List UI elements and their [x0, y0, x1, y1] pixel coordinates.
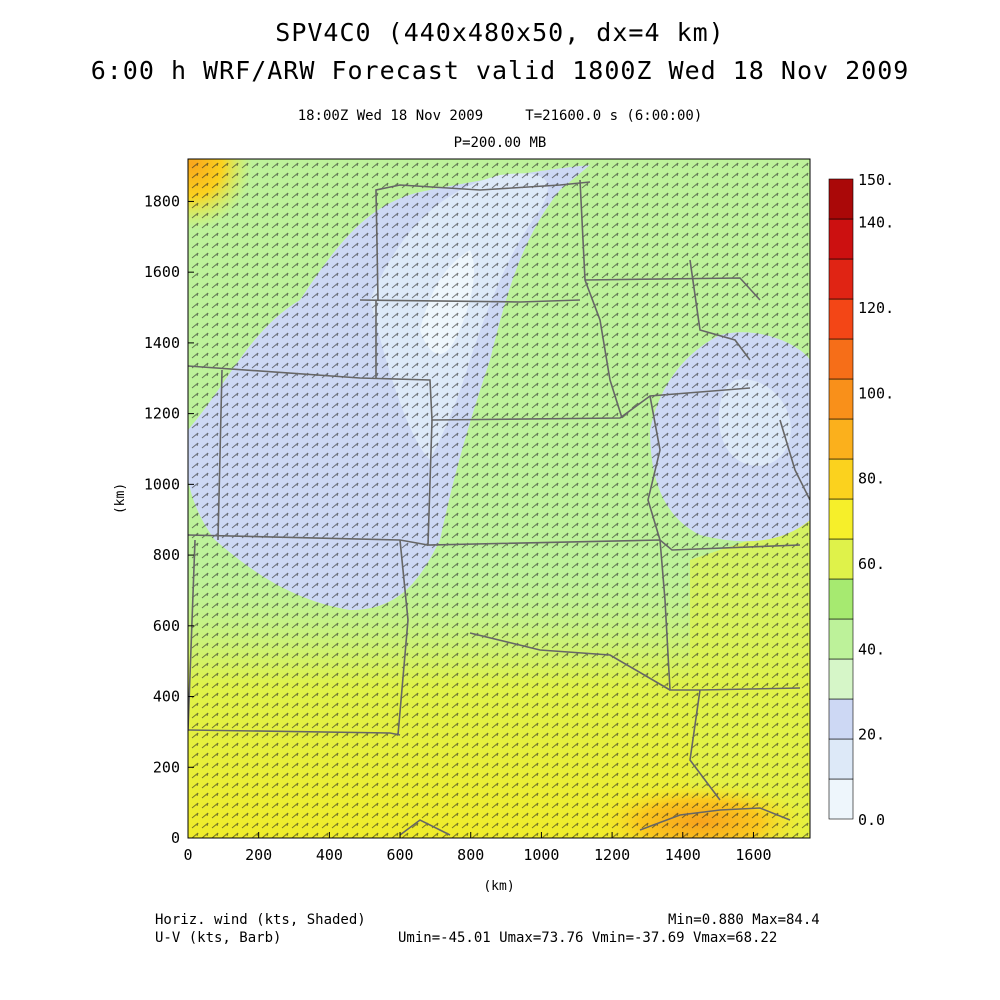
colorbar-swatch	[828, 458, 854, 500]
y-tick-label: 1200	[144, 405, 180, 423]
colorbar-label: 80.	[858, 470, 885, 488]
y-tick-label: 200	[153, 758, 180, 776]
colorbar: 0.0 20. 40. 60. 80. 100. 120. 140. 150.	[828, 171, 894, 829]
colorbar-label: 120.	[858, 299, 894, 317]
state-border-segment	[469, 632, 671, 691]
state-border-segment	[359, 299, 581, 303]
y-tick-label: 1800	[144, 192, 180, 210]
colorbar-label: 0.0	[858, 811, 885, 829]
state-border-segment	[217, 369, 223, 541]
shaded-wind-field	[188, 159, 810, 838]
state-border-segment	[188, 539, 196, 731]
colorbar-swatch	[828, 538, 854, 580]
state-border-segment	[397, 539, 409, 736]
pressure-level-line: P=200.00 MB	[453, 135, 547, 151]
x-tick-label: 1000	[523, 846, 559, 864]
x-tick-label: 200	[245, 846, 272, 864]
plot-frame	[187, 158, 811, 839]
x-tick-label: 0	[183, 846, 192, 864]
colorbar-label: 140.	[858, 214, 894, 232]
colorbar-swatch	[828, 738, 854, 780]
x-axis: 0 200 400 600 800 1000 1200 1400 1600 (km)	[183, 832, 772, 894]
colorbar-swatch	[828, 258, 854, 300]
colorbar-swatch	[828, 698, 854, 740]
y-tick-label: 800	[153, 546, 180, 564]
colorbar-swatch	[828, 418, 854, 460]
colorbar-swatch	[828, 178, 854, 220]
y-tick-label: 1400	[144, 334, 180, 352]
y-tick-label: 1000	[144, 475, 180, 493]
footer-field-shaded: Horiz. wind (kts, Shaded)	[155, 912, 366, 928]
colorbar-label: 40.	[858, 640, 885, 658]
state-border-segment	[779, 419, 810, 501]
state-border-segment	[188, 729, 401, 736]
colorbar-swatch	[828, 618, 854, 660]
state-border-segment	[399, 819, 451, 836]
footer-minmax: Min=0.880 Max=84.4	[668, 912, 820, 928]
colorbar-label: 20.	[858, 726, 885, 744]
state-border-segment	[579, 179, 623, 419]
y-tick-label: 600	[153, 617, 180, 635]
colorbar-swatch	[828, 578, 854, 620]
colorbar-swatch	[828, 218, 854, 260]
colorbar-label: 100.	[858, 384, 894, 402]
state-border-segment	[647, 395, 661, 541]
x-tick-label: 1200	[594, 846, 630, 864]
colorbar-label: 150.	[858, 171, 894, 189]
y-axis-label: (km)	[113, 483, 128, 514]
x-tick-label: 800	[457, 846, 484, 864]
colorbar-swatch	[828, 658, 854, 700]
valid-time-line: 18:00Z Wed 18 Nov 2009 T=21600.0 s (6:00…	[297, 108, 703, 124]
colorbar-swatch	[828, 498, 854, 540]
y-tick-label: 400	[153, 688, 180, 706]
y-tick-label: 1600	[144, 263, 180, 281]
x-axis-label: (km)	[483, 879, 514, 894]
colorbar-label: 60.	[858, 555, 885, 573]
footer-field-barb: U-V (kts, Barb)	[155, 930, 282, 946]
x-tick-label: 1400	[665, 846, 701, 864]
state-border-segment	[689, 689, 721, 801]
footer-uv-stats: Umin=-45.01 Umax=73.76 Vmin=-37.69 Vmax=…	[398, 930, 778, 946]
state-border-segment	[689, 259, 751, 361]
state-border-segment	[584, 277, 761, 301]
map-subtitle: 6:00 h WRF/ARW Forecast valid 1800Z Wed …	[90, 56, 910, 85]
x-tick-label: 400	[316, 846, 343, 864]
y-axis: 0 200 400 600 800 1000 1200 1400 1600 1800 (km)	[113, 192, 194, 847]
colorbar-swatch	[828, 778, 854, 820]
colorbar-swatch	[828, 338, 854, 380]
map-title: SPV4C0 (440x480x50, dx=4 km)	[275, 18, 725, 47]
x-tick-label: 600	[386, 846, 413, 864]
state-boundaries	[188, 179, 810, 836]
colorbar-swatch	[828, 298, 854, 340]
colorbar-swatch	[828, 378, 854, 420]
state-border-segment	[639, 807, 791, 831]
y-tick-label: 0	[171, 829, 180, 847]
state-border-segment	[375, 181, 591, 301]
x-tick-label: 1600	[735, 846, 771, 864]
